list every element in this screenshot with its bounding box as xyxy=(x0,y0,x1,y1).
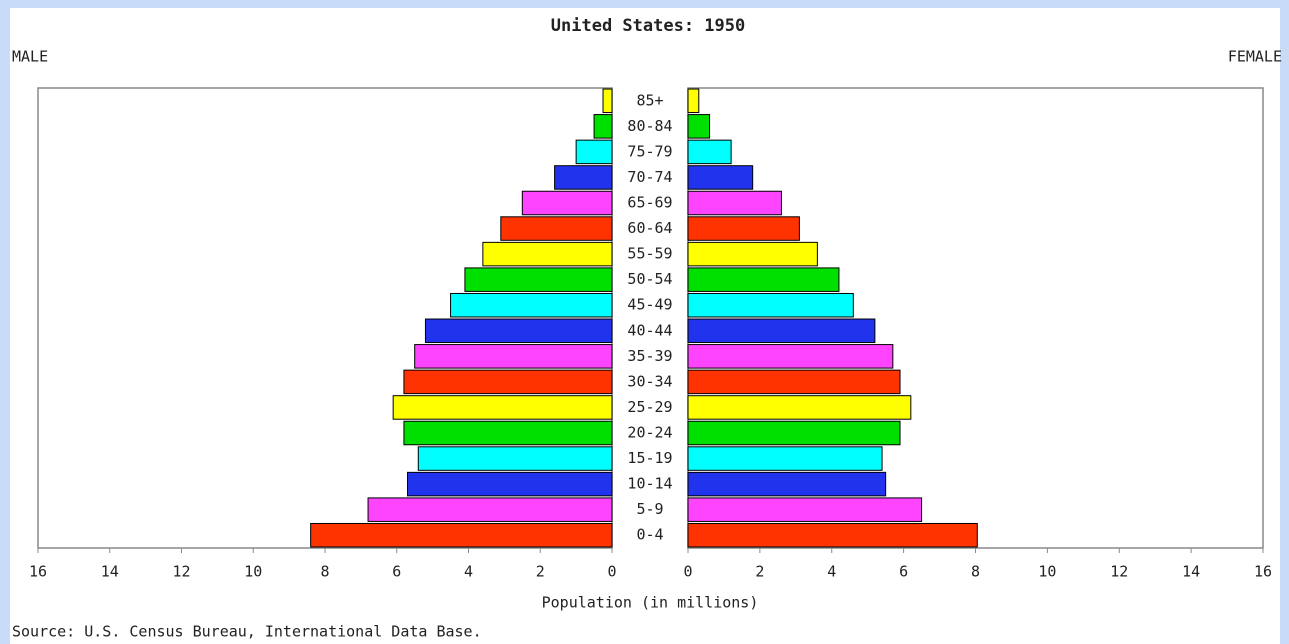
bar-male xyxy=(575,139,613,165)
bar-male xyxy=(424,318,613,344)
age-label: 45-49 xyxy=(627,296,672,314)
x-axis-label: Population (in millions) xyxy=(542,594,759,612)
bar-female xyxy=(687,190,782,216)
age-label: 30-34 xyxy=(627,372,672,390)
legend-female: FEMALE xyxy=(1228,48,1282,66)
age-label: 85+ xyxy=(636,91,663,109)
bar-female xyxy=(687,88,700,114)
age-label: 55-59 xyxy=(627,245,672,263)
age-label: 10-14 xyxy=(627,475,672,493)
bar-female xyxy=(687,292,854,318)
bar-female xyxy=(687,114,711,139)
x-tick-label: 16 xyxy=(29,563,47,581)
bar-female xyxy=(687,165,754,190)
age-label: 5-9 xyxy=(636,500,663,518)
age-label: 75-79 xyxy=(627,142,672,160)
age-label: 70-74 xyxy=(627,168,672,186)
bar-male xyxy=(482,241,613,267)
bar-male xyxy=(392,395,613,420)
bar-female xyxy=(687,344,894,369)
bar-female xyxy=(687,369,901,395)
x-tick-label: 4 xyxy=(464,563,473,581)
age-label: 15-19 xyxy=(627,449,672,467)
chart-title: United States: 1950 xyxy=(551,16,745,36)
bar-female xyxy=(687,318,876,344)
bar-female xyxy=(687,267,840,292)
age-label: 50-54 xyxy=(627,270,672,288)
age-label: 0-4 xyxy=(636,526,663,544)
bar-male xyxy=(602,88,613,114)
bar-male xyxy=(464,267,613,292)
bar-male xyxy=(417,446,613,471)
x-tick-label: 2 xyxy=(536,563,545,581)
x-tick-label: 16 xyxy=(1254,563,1272,581)
chart-background xyxy=(10,8,1280,644)
bar-male xyxy=(414,344,613,369)
age-label: 65-69 xyxy=(627,194,672,212)
bar-female xyxy=(687,471,887,497)
bar-male xyxy=(554,165,613,190)
bar-male xyxy=(367,497,613,522)
bar-female xyxy=(687,216,800,241)
x-tick-label: 6 xyxy=(392,563,401,581)
bar-male xyxy=(593,114,613,139)
bar-male xyxy=(521,190,613,216)
x-tick-label: 2 xyxy=(755,563,764,581)
x-tick-label: 12 xyxy=(1110,563,1128,581)
x-tick-label: 0 xyxy=(683,563,692,581)
x-tick-label: 4 xyxy=(827,563,836,581)
x-tick-label: 14 xyxy=(101,563,119,581)
age-label: 25-29 xyxy=(627,398,672,416)
age-label: 20-24 xyxy=(627,424,672,442)
age-label: 35-39 xyxy=(627,347,672,365)
bar-male xyxy=(403,369,613,395)
x-tick-label: 8 xyxy=(971,563,980,581)
x-tick-label: 14 xyxy=(1182,563,1200,581)
source-note: Source: U.S. Census Bureau, Internationa… xyxy=(12,623,482,641)
age-label: 80-84 xyxy=(627,117,672,135)
x-tick-label: 10 xyxy=(244,563,262,581)
age-label: 40-44 xyxy=(627,321,672,339)
bar-female xyxy=(687,522,978,548)
bar-male xyxy=(403,420,613,446)
bar-female xyxy=(687,241,818,267)
bar-male xyxy=(407,471,613,497)
x-tick-label: 6 xyxy=(899,563,908,581)
x-tick-label: 12 xyxy=(172,563,190,581)
bar-female xyxy=(687,395,912,420)
bar-female xyxy=(687,139,732,165)
bar-female xyxy=(687,446,883,471)
bar-female xyxy=(687,497,923,522)
x-tick-label: 8 xyxy=(320,563,329,581)
x-tick-label: 0 xyxy=(607,563,616,581)
bar-female xyxy=(687,420,901,446)
legend-male: MALE xyxy=(12,48,48,66)
bar-male xyxy=(310,522,613,548)
bar-male xyxy=(500,216,613,241)
age-label: 60-64 xyxy=(627,219,672,237)
bar-male xyxy=(450,292,613,318)
x-tick-label: 10 xyxy=(1038,563,1056,581)
